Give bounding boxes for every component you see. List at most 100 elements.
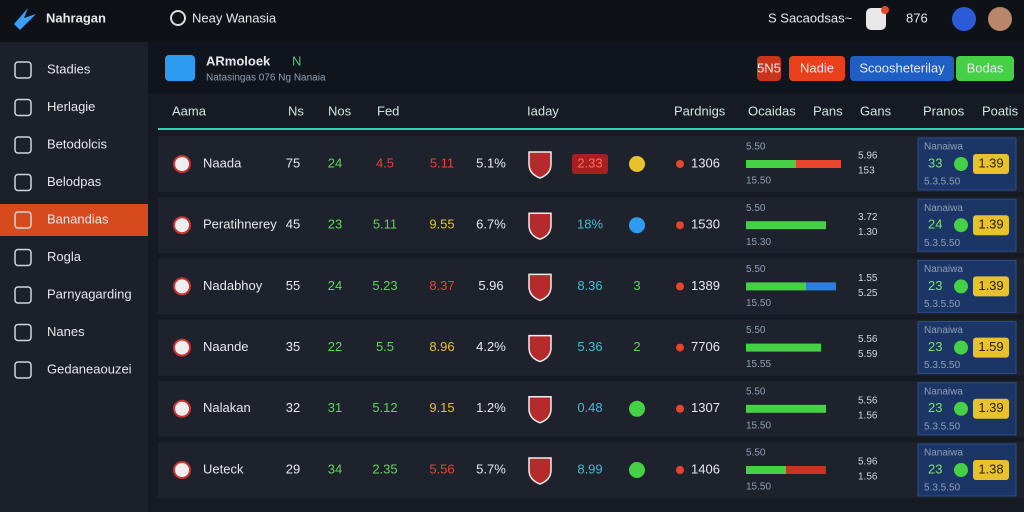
team-badge (173, 277, 191, 296)
panel-odds[interactable]: 1.59 (978, 339, 1003, 354)
panel-odds[interactable]: 1.39 (978, 278, 1003, 293)
sidebar-icon (14, 98, 32, 117)
team-badge (173, 155, 191, 173)
cell: 8.36 (577, 278, 602, 293)
column-header[interactable]: Gans (860, 103, 892, 118)
header-button[interactable] (956, 56, 1014, 81)
column-header[interactable]: Fed (377, 103, 399, 118)
odds-box[interactable] (973, 460, 1009, 480)
sidebar-icon (14, 211, 32, 229)
header-button-label[interactable]: Nadie (800, 60, 834, 75)
bar-bottom: 15.30 (746, 237, 771, 248)
header-button-label[interactable]: 5N5 (757, 60, 781, 75)
team-badge (173, 461, 191, 479)
header-button-label[interactable]: Bodas (967, 60, 1004, 75)
sidebar-icon (14, 361, 32, 379)
bar-top: 5.50 (746, 142, 766, 153)
column-header[interactable]: Nos (328, 103, 352, 118)
row[interactable] (158, 442, 1024, 498)
column-header[interactable]: Pans (813, 103, 843, 118)
cell: 35 (286, 339, 300, 354)
search-label[interactable]: Neay Wanasia (192, 10, 277, 25)
panel-icon (954, 157, 968, 171)
cell: 9.55 (429, 217, 454, 232)
sidebar-item[interactable]: Nanes (47, 324, 85, 339)
status-icon (629, 217, 645, 234)
notification-icon[interactable] (866, 8, 886, 30)
sidebar-item[interactable]: Parnyagarding (47, 286, 132, 301)
status-dot (676, 404, 684, 413)
column-header[interactable]: Poatis (982, 103, 1019, 118)
stat: 3.72 (858, 212, 878, 223)
cell: 5.7% (476, 461, 506, 476)
panel-odds[interactable]: 1.39 (978, 217, 1003, 232)
sidebar-icon (14, 61, 32, 79)
odds-box[interactable] (973, 337, 1009, 358)
team-name: Nadabhoy (203, 278, 263, 293)
row[interactable] (158, 258, 1024, 315)
notification-dot (881, 6, 889, 14)
sidebar-item[interactable]: Banandias (47, 211, 109, 226)
avatar[interactable] (988, 7, 1012, 31)
row[interactable] (158, 380, 1024, 437)
status-dot (676, 343, 684, 352)
column-header[interactable]: Pardnigs (674, 103, 726, 118)
sidebar-icon (14, 248, 32, 267)
sidebar-item[interactable]: Rogla (47, 249, 82, 264)
search-button[interactable] (952, 7, 976, 31)
sidebar-item[interactable]: Betodolcis (47, 136, 107, 151)
cell: 5.56 (429, 461, 454, 476)
team-name: Naada (203, 155, 242, 170)
header-button-label[interactable]: Scoosheterilay (859, 60, 945, 75)
bar-green (746, 221, 826, 230)
header-line (158, 128, 1024, 130)
bar-top: 5.50 (746, 264, 766, 275)
panel-odds[interactable]: 1.38 (978, 461, 1003, 476)
stat: 1.55 (858, 273, 878, 284)
team-shield (528, 334, 552, 363)
status-dot (676, 466, 684, 474)
odds-box[interactable] (973, 398, 1009, 419)
bar-bottom: 15.55 (746, 359, 771, 370)
panel-foot: 5.3.5.50 (924, 483, 961, 494)
sidebar-item[interactable]: Herlagie (47, 99, 95, 114)
brand: Nahragan (46, 10, 106, 25)
panel-label: Nanaiwa (924, 264, 963, 275)
bar-bottom: 15.50 (746, 420, 771, 431)
team-shield (528, 457, 552, 485)
sidebar-item[interactable]: Gedaneaouzei (47, 361, 132, 376)
sidebar-item[interactable]: Stadies (47, 61, 91, 76)
column-header[interactable]: Ocaidas (748, 103, 796, 118)
cell: 8.37 (429, 278, 454, 293)
stat: 5.59 (858, 349, 878, 360)
header-button[interactable] (757, 56, 781, 81)
cell: 34 (328, 461, 342, 476)
panel-icon (954, 401, 968, 416)
panel-score: 33 (928, 155, 942, 170)
team-badge (173, 216, 191, 235)
odds-box[interactable] (973, 276, 1009, 297)
header-button[interactable] (789, 56, 845, 81)
column-header[interactable]: Aama (172, 103, 207, 118)
header-button[interactable] (850, 56, 954, 81)
stat: 1.56 (858, 410, 878, 421)
status-icon (629, 462, 645, 478)
row[interactable] (158, 197, 1024, 254)
row[interactable] (158, 319, 1024, 376)
column-header[interactable]: Ns (288, 103, 304, 118)
cell: 9.15 (429, 400, 454, 415)
column-header[interactable]: Pranos (923, 103, 965, 118)
odds-box[interactable] (973, 154, 1009, 174)
bar-green (746, 466, 786, 474)
cell: 45 (286, 217, 300, 232)
status[interactable]: S Sacaodsas~ (768, 10, 853, 25)
bar-second (796, 160, 841, 168)
sidebar-item[interactable]: Belodpas (47, 174, 102, 189)
column-header[interactable]: Iaday (527, 103, 559, 118)
odds-box[interactable] (973, 215, 1009, 236)
cell: 4.2% (476, 339, 506, 354)
panel-odds[interactable]: 1.39 (978, 400, 1003, 415)
team-shield (528, 396, 552, 424)
panel-odds[interactable]: 1.39 (978, 155, 1003, 170)
